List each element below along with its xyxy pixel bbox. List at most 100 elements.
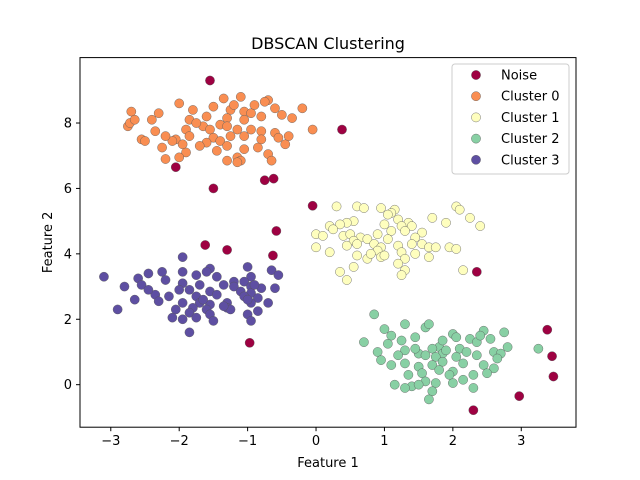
data-point — [287, 113, 297, 123]
data-point — [410, 343, 421, 354]
series-cluster-0 — [123, 92, 318, 168]
data-point — [359, 337, 369, 347]
data-point — [547, 351, 557, 362]
data-point — [444, 370, 455, 380]
data-point — [342, 240, 352, 251]
data-point — [174, 98, 184, 109]
data-point — [232, 124, 243, 135]
data-point — [229, 281, 239, 292]
data-point — [174, 285, 184, 295]
data-point — [335, 267, 345, 277]
data-point — [150, 126, 161, 136]
data-point — [177, 314, 188, 325]
data-point — [283, 131, 294, 141]
data-point — [229, 100, 239, 110]
data-point — [383, 338, 393, 349]
data-point — [307, 200, 318, 211]
data-point — [434, 365, 444, 375]
data-point — [471, 350, 482, 361]
legend-label: Cluster 2 — [501, 132, 560, 147]
data-point — [147, 114, 157, 125]
data-point — [396, 335, 407, 346]
data-point — [441, 217, 451, 228]
data-point — [468, 383, 479, 393]
data-point — [249, 280, 260, 290]
x-tick-label: −2 — [170, 434, 189, 449]
data-point — [365, 249, 376, 259]
data-point — [478, 360, 489, 370]
data-point — [451, 352, 462, 362]
data-point — [458, 265, 468, 276]
data-point — [143, 268, 154, 279]
data-point — [352, 239, 362, 249]
y-tick-label: 0 — [64, 378, 72, 393]
data-point — [129, 294, 140, 305]
data-point — [184, 285, 195, 295]
data-point — [246, 271, 256, 282]
data-point — [427, 386, 438, 397]
data-point — [256, 111, 267, 122]
data-point — [430, 378, 441, 388]
data-point — [157, 142, 167, 153]
data-point — [208, 183, 219, 194]
data-point — [372, 347, 383, 357]
data-point — [471, 267, 482, 277]
data-point — [208, 101, 219, 112]
data-point — [372, 229, 383, 240]
data-point — [482, 368, 492, 379]
data-point — [468, 405, 479, 415]
x-tick-label: 3 — [517, 434, 525, 449]
data-point — [246, 316, 256, 326]
data-point — [417, 368, 427, 379]
legend-box — [451, 63, 570, 175]
data-point — [485, 334, 496, 344]
data-point — [533, 343, 544, 354]
data-point — [170, 162, 181, 172]
data-point — [160, 154, 171, 164]
data-point — [181, 147, 191, 158]
y-tick-label: 2 — [64, 313, 72, 328]
data-point — [170, 304, 181, 315]
data-point — [441, 345, 451, 356]
data-point — [386, 330, 397, 341]
data-point — [400, 319, 410, 329]
data-point — [99, 271, 109, 282]
data-point — [126, 106, 137, 117]
data-point — [379, 219, 390, 230]
data-point — [324, 247, 335, 258]
x-tick-label: −1 — [238, 434, 257, 449]
x-axis-ticks: −3 −2 −1 0 1 2 3 — [101, 427, 525, 449]
data-point — [393, 350, 403, 361]
data-point — [383, 234, 393, 244]
data-point — [222, 121, 232, 132]
data-point — [112, 304, 123, 315]
data-point — [451, 332, 462, 343]
data-point — [475, 221, 486, 231]
legend-marker — [471, 112, 481, 123]
data-point — [451, 244, 462, 254]
data-point — [369, 309, 379, 320]
data-point — [437, 335, 448, 346]
data-point — [244, 338, 255, 348]
legend: Noise Cluster 0 Cluster 1 Cluster 2 Cluster … — [451, 63, 570, 175]
data-point — [201, 111, 212, 122]
data-point — [259, 96, 270, 107]
data-point — [153, 296, 164, 307]
data-point — [194, 280, 205, 290]
data-point — [400, 383, 410, 393]
data-point — [420, 350, 431, 361]
y-tick-label: 4 — [64, 247, 72, 262]
x-tick-label: 2 — [449, 434, 457, 449]
data-point — [235, 92, 246, 102]
legend-label: Noise — [501, 69, 537, 84]
data-point — [386, 226, 397, 236]
data-point — [266, 265, 277, 276]
data-point — [212, 289, 222, 300]
data-point — [191, 270, 202, 280]
data-point — [335, 219, 345, 230]
data-point — [437, 356, 448, 367]
data-point — [177, 252, 188, 262]
data-point — [212, 146, 222, 156]
data-point — [400, 253, 410, 264]
legend-label: Cluster 3 — [501, 153, 560, 168]
